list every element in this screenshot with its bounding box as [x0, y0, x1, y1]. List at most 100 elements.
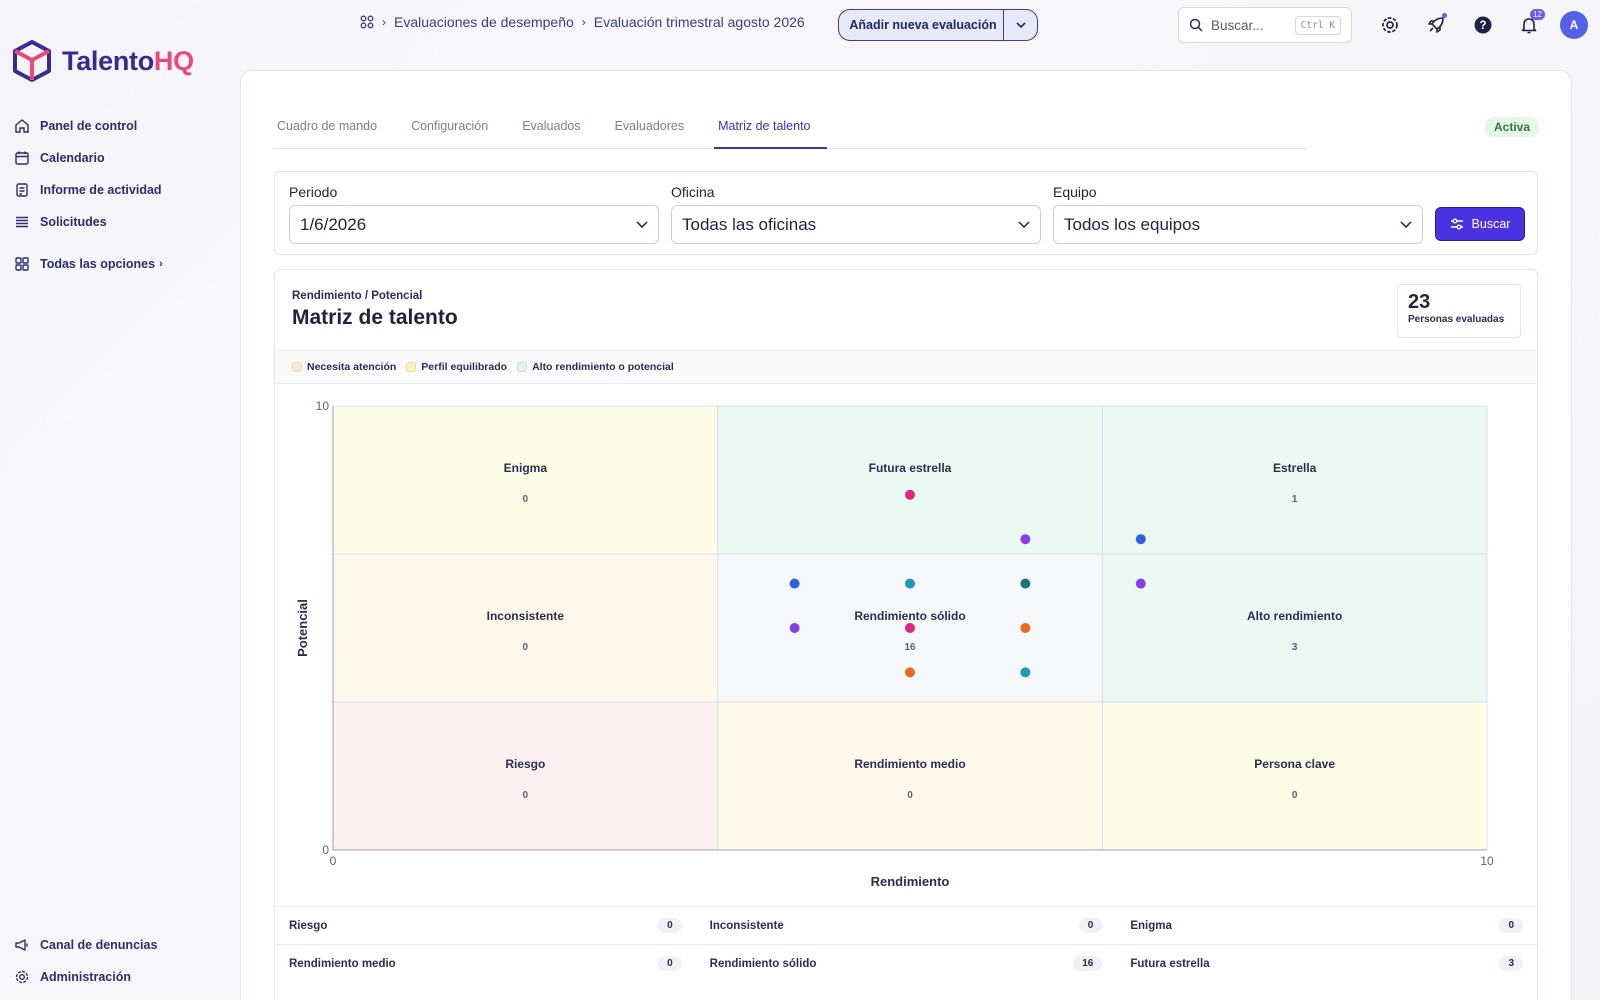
- sidebar-item-admin[interactable]: Administración: [14, 961, 224, 993]
- chevron-right-icon: ›: [581, 15, 586, 29]
- chevron-down-icon: [636, 221, 648, 228]
- search-input[interactable]: Buscar... Ctrl K: [1178, 7, 1352, 43]
- summary-count: 16: [1073, 956, 1103, 971]
- period-filter: Periodo 1/6/2026: [289, 184, 659, 244]
- tab-dashboard[interactable]: Cuadro de mando: [277, 119, 378, 133]
- y-tick-label: 10: [316, 399, 330, 413]
- sidebar-nav: Panel de control Calendario Informe de a…: [14, 110, 224, 280]
- matrix-cell-label: Rendimiento sólido: [854, 609, 965, 623]
- matrix-cell[interactable]: [1101, 405, 1488, 555]
- breadcrumb-item-current[interactable]: Evaluación trimestral agosto 2026: [593, 14, 805, 30]
- avatar[interactable]: A: [1560, 11, 1588, 39]
- matrix-cell-label: Rendimiento medio: [854, 757, 965, 771]
- add-evaluation-label: Añadir nueva evaluación: [849, 18, 997, 32]
- matrix-cell[interactable]: [1101, 701, 1488, 851]
- settings-button[interactable]: [1378, 13, 1402, 37]
- add-evaluation-button[interactable]: Añadir nueva evaluación: [838, 9, 1038, 41]
- tab-talent-matrix[interactable]: Matriz de talento: [714, 109, 827, 149]
- matrix-cell[interactable]: [332, 701, 719, 851]
- svg-text:?: ?: [1479, 20, 1486, 32]
- matrix-cell-count: 0: [1292, 790, 1298, 801]
- office-select[interactable]: Todas las oficinas: [671, 205, 1041, 244]
- sidebar-item-whistleblower[interactable]: Canal de denuncias: [14, 929, 224, 961]
- matrix-title: Matriz de talento: [292, 306, 458, 329]
- whats-new-button[interactable]: [1424, 13, 1448, 37]
- matrix-subtitle: Rendimiento / Potencial: [292, 290, 423, 302]
- sidebar-item-activity-report[interactable]: Informe de actividad: [14, 174, 224, 206]
- legend-swatch: [517, 362, 528, 372]
- rocket-icon: [1428, 17, 1444, 33]
- sidebar-item-all-options[interactable]: Todas las opciones ›: [14, 248, 224, 280]
- team-select[interactable]: Todos los equipos: [1053, 205, 1423, 244]
- tab-evaluees[interactable]: Evaluados: [522, 119, 581, 133]
- tab-configuration[interactable]: Configuración: [411, 119, 489, 133]
- summary-row: Riesgo 0 Inconsistente 0 Enigma 0: [275, 906, 1537, 944]
- summary-cell[interactable]: Enigma 0: [1116, 907, 1537, 944]
- legend-item-high: Alto rendimiento o potencial: [517, 361, 674, 373]
- summary-name: Rendimiento sólido: [709, 957, 817, 970]
- brand-name: TalentoHQ: [62, 45, 194, 76]
- summary-name: Inconsistente: [709, 919, 784, 932]
- sidebar-item-label: Canal de denuncias: [40, 938, 158, 952]
- sliders-icon: [1450, 218, 1463, 230]
- apps-icon[interactable]: [360, 15, 374, 29]
- matrix-cell[interactable]: [717, 701, 1103, 851]
- employee-point: [905, 667, 915, 678]
- matrix-cell-count: 0: [523, 494, 529, 505]
- matrix-cell-count: 3: [1292, 642, 1298, 653]
- sidebar-item-requests[interactable]: Solicitudes: [14, 206, 224, 238]
- summary-count: 0: [1078, 918, 1103, 933]
- matrix-cell-label: Estrella: [1273, 461, 1317, 475]
- legend-swatch: [292, 362, 302, 372]
- search-button[interactable]: Buscar: [1435, 207, 1525, 241]
- chevron-down-icon: [1018, 221, 1030, 228]
- summary-count: 0: [658, 918, 682, 933]
- matrix-cell-count: 0: [523, 790, 529, 801]
- matrix-cell-count: 1: [1292, 494, 1298, 505]
- sidebar-item-panel[interactable]: Panel de control: [14, 110, 224, 142]
- chevron-down-icon[interactable]: [1003, 10, 1037, 40]
- employee-point: [1020, 667, 1031, 678]
- brand-logo[interactable]: TalentoHQ: [12, 40, 194, 82]
- legend-item-attention: Necesita atención: [292, 361, 396, 373]
- legend-label: Alto rendimiento o potencial: [532, 361, 674, 373]
- help-button[interactable]: ?: [1471, 13, 1495, 37]
- period-select[interactable]: 1/6/2026: [289, 205, 659, 244]
- summary-cell[interactable]: Rendimiento medio 0: [275, 945, 696, 982]
- summary-row: Rendimiento medio 0 Rendimiento sólido 16 …: [275, 944, 1537, 982]
- sidebar-item-label: Calendario: [40, 151, 105, 165]
- sidebar-item-label: Informe de actividad: [40, 183, 162, 197]
- matrix-cell-label: Futura estrella: [869, 461, 952, 475]
- summary-cell[interactable]: Riesgo 0: [275, 907, 696, 944]
- grid-icon: [15, 257, 29, 271]
- office-filter: Oficina Todas las oficinas: [671, 184, 1041, 244]
- x-tick-label: 0: [330, 854, 337, 868]
- team-label: Equipo: [1053, 184, 1097, 200]
- chevron-right-icon: ›: [159, 258, 163, 270]
- notifications-button[interactable]: 12: [1517, 9, 1545, 37]
- matrix-cell[interactable]: [717, 405, 1103, 555]
- summary-cell[interactable]: Rendimiento sólido 16: [696, 945, 1117, 982]
- summary-cell[interactable]: Inconsistente 0: [696, 907, 1117, 944]
- help-icon: ?: [1474, 16, 1492, 34]
- sidebar-item-label: Administración: [40, 970, 131, 984]
- sidebar-bottom: Canal de denuncias Administración: [14, 929, 224, 993]
- matrix-cell[interactable]: [332, 553, 719, 703]
- matrix-cell-label: Persona clave: [1254, 757, 1335, 771]
- breadcrumb-item[interactable]: Evaluaciones de desempeño: [394, 14, 574, 30]
- tab-evaluators[interactable]: Evaluadores: [614, 119, 685, 133]
- talent-matrix-panel: Rendimiento / Potencial Matriz de talent…: [274, 269, 1538, 1000]
- matrix-cell[interactable]: [1101, 553, 1488, 703]
- matrix-cell-count: 0: [523, 642, 529, 653]
- sidebar-item-label: Panel de control: [40, 119, 138, 133]
- summary-table: Riesgo 0 Inconsistente 0 Enigma 0 Rendimien…: [275, 906, 1537, 982]
- sidebar: TalentoHQ Panel de control Calendario In…: [0, 0, 236, 1000]
- matrix-cell[interactable]: [332, 405, 719, 555]
- summary-count: 0: [658, 956, 682, 971]
- search-shortcut: Ctrl K: [1294, 15, 1341, 35]
- y-axis-title: Potencial: [295, 599, 310, 657]
- sidebar-item-calendar[interactable]: Calendario: [14, 142, 224, 174]
- team-filter: Equipo Todos los equipos: [1053, 184, 1423, 244]
- summary-count: 3: [1499, 956, 1524, 971]
- summary-cell[interactable]: Futura estrella 3: [1116, 945, 1537, 982]
